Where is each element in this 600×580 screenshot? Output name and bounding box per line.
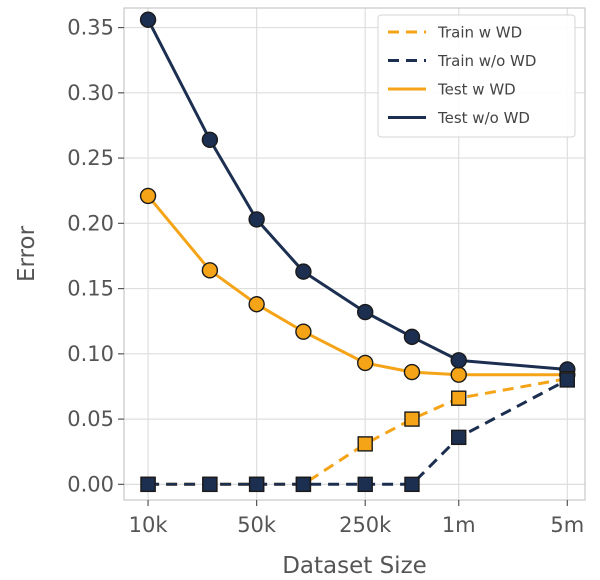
data-point: [559, 372, 576, 388]
data-point: [357, 476, 373, 493]
x-axis-ticks: 10k 50k 250k 1m 5m: [129, 500, 584, 537]
data-point: [201, 262, 219, 279]
x-axis-title: Dataset Size: [282, 553, 427, 579]
series-train-w-o-wd: [140, 372, 576, 493]
y-axis-ticks: 0.00 0.05 0.10 0.15 0.20 0.25 0.30 0.35: [67, 16, 124, 496]
data-point: [248, 296, 265, 313]
data-point: [248, 476, 265, 493]
legend-entry: Train w WD: [388, 24, 522, 42]
data-point: [295, 476, 312, 493]
legend-box: [377, 14, 576, 138]
data-point: [450, 352, 467, 369]
x-tick-label: 50k: [237, 513, 277, 537]
legend-label: Train w/o WD: [437, 52, 536, 70]
y-axis-title: Error: [14, 225, 40, 282]
legend-label: Train w WD: [437, 24, 522, 42]
data-point: [450, 366, 467, 383]
x-tick-label: 5m: [550, 513, 584, 537]
data-point: [357, 436, 373, 452]
series-test-w-wd: [139, 187, 576, 383]
series-line: [148, 377, 568, 486]
data-point: [295, 263, 312, 280]
data-point: [140, 476, 156, 493]
y-tick-label: 0.00: [67, 472, 114, 496]
data-point: [139, 187, 157, 205]
plot-frame: [123, 7, 586, 501]
legend: Train w WD Train w/o WD Test w WD Test w/o …: [377, 14, 576, 138]
series-line: [148, 378, 569, 486]
y-tick-label: 0.05: [67, 407, 114, 431]
series: [139, 11, 576, 493]
x-tick-label: 10k: [129, 513, 169, 537]
series-train-w-wd: [140, 370, 576, 493]
legend-entry: Test w/o WD: [388, 109, 530, 127]
data-point: [451, 390, 467, 406]
data-point: [202, 476, 218, 493]
legend-label: Test w WD: [437, 81, 516, 99]
legend-entry: Train w/o WD: [388, 52, 536, 70]
y-tick-label: 0.30: [67, 81, 114, 105]
data-point: [357, 354, 374, 372]
data-point: [357, 303, 374, 321]
data-point: [201, 131, 219, 149]
y-tick-label: 0.35: [67, 16, 114, 40]
data-point: [139, 11, 157, 28]
y-tick-label: 0.15: [67, 277, 114, 301]
y-tick-label: 0.20: [67, 211, 114, 235]
legend-entry: Test w WD: [388, 81, 516, 99]
data-point: [404, 476, 420, 493]
x-tick-label: 250k: [339, 513, 392, 537]
series-test-w-o-wd: [139, 11, 576, 378]
series-line: [146, 194, 568, 377]
series-line: [146, 19, 568, 371]
data-point: [451, 429, 467, 446]
x-tick-label: 1m: [442, 513, 476, 537]
data-point: [248, 211, 265, 228]
data-point: [403, 328, 421, 346]
data-point: [295, 323, 312, 340]
y-tick-label: 0.10: [67, 342, 114, 366]
data-point: [403, 363, 421, 381]
y-tick-label: 0.25: [67, 146, 114, 170]
legend-label: Test w/o WD: [437, 109, 530, 127]
data-point: [404, 411, 420, 427]
